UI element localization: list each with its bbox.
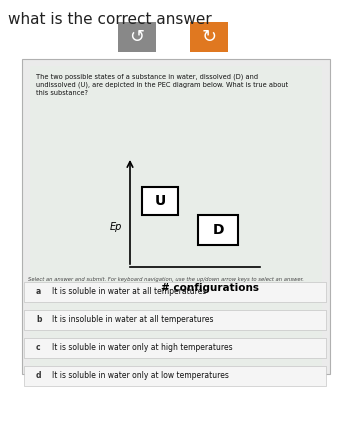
Text: ↻: ↻ xyxy=(202,28,217,46)
FancyBboxPatch shape xyxy=(24,282,326,302)
Text: It is soluble in water only at low temperatures: It is soluble in water only at low tempe… xyxy=(52,371,229,381)
Text: Ep: Ep xyxy=(110,222,122,232)
Text: It is soluble in water only at high temperatures: It is soluble in water only at high temp… xyxy=(52,343,233,353)
Text: It is soluble in water at all temperatures: It is soluble in water at all temperatur… xyxy=(52,287,206,297)
Text: c: c xyxy=(36,343,41,353)
Text: ↺: ↺ xyxy=(130,28,145,46)
FancyBboxPatch shape xyxy=(24,310,326,330)
FancyBboxPatch shape xyxy=(190,22,228,52)
Text: d: d xyxy=(36,371,42,381)
FancyBboxPatch shape xyxy=(198,215,238,245)
FancyBboxPatch shape xyxy=(24,366,326,386)
Text: Select an answer and submit. For keyboard navigation, use the up/down arrow keys: Select an answer and submit. For keyboar… xyxy=(28,277,304,282)
Text: U: U xyxy=(154,194,166,208)
Text: The two possible states of a substance in water, dissolved (D) and
undissolved (: The two possible states of a substance i… xyxy=(36,73,288,96)
Text: It is insoluble in water at all temperatures: It is insoluble in water at all temperat… xyxy=(52,316,214,324)
Text: D: D xyxy=(212,223,224,237)
FancyBboxPatch shape xyxy=(142,187,178,215)
FancyBboxPatch shape xyxy=(118,22,156,52)
FancyBboxPatch shape xyxy=(30,66,322,366)
FancyBboxPatch shape xyxy=(22,59,330,374)
Text: a: a xyxy=(36,287,41,297)
Text: b: b xyxy=(36,316,42,324)
Text: # configurations: # configurations xyxy=(161,283,259,293)
Text: what is the correct answer: what is the correct answer xyxy=(8,12,212,27)
FancyBboxPatch shape xyxy=(24,338,326,358)
